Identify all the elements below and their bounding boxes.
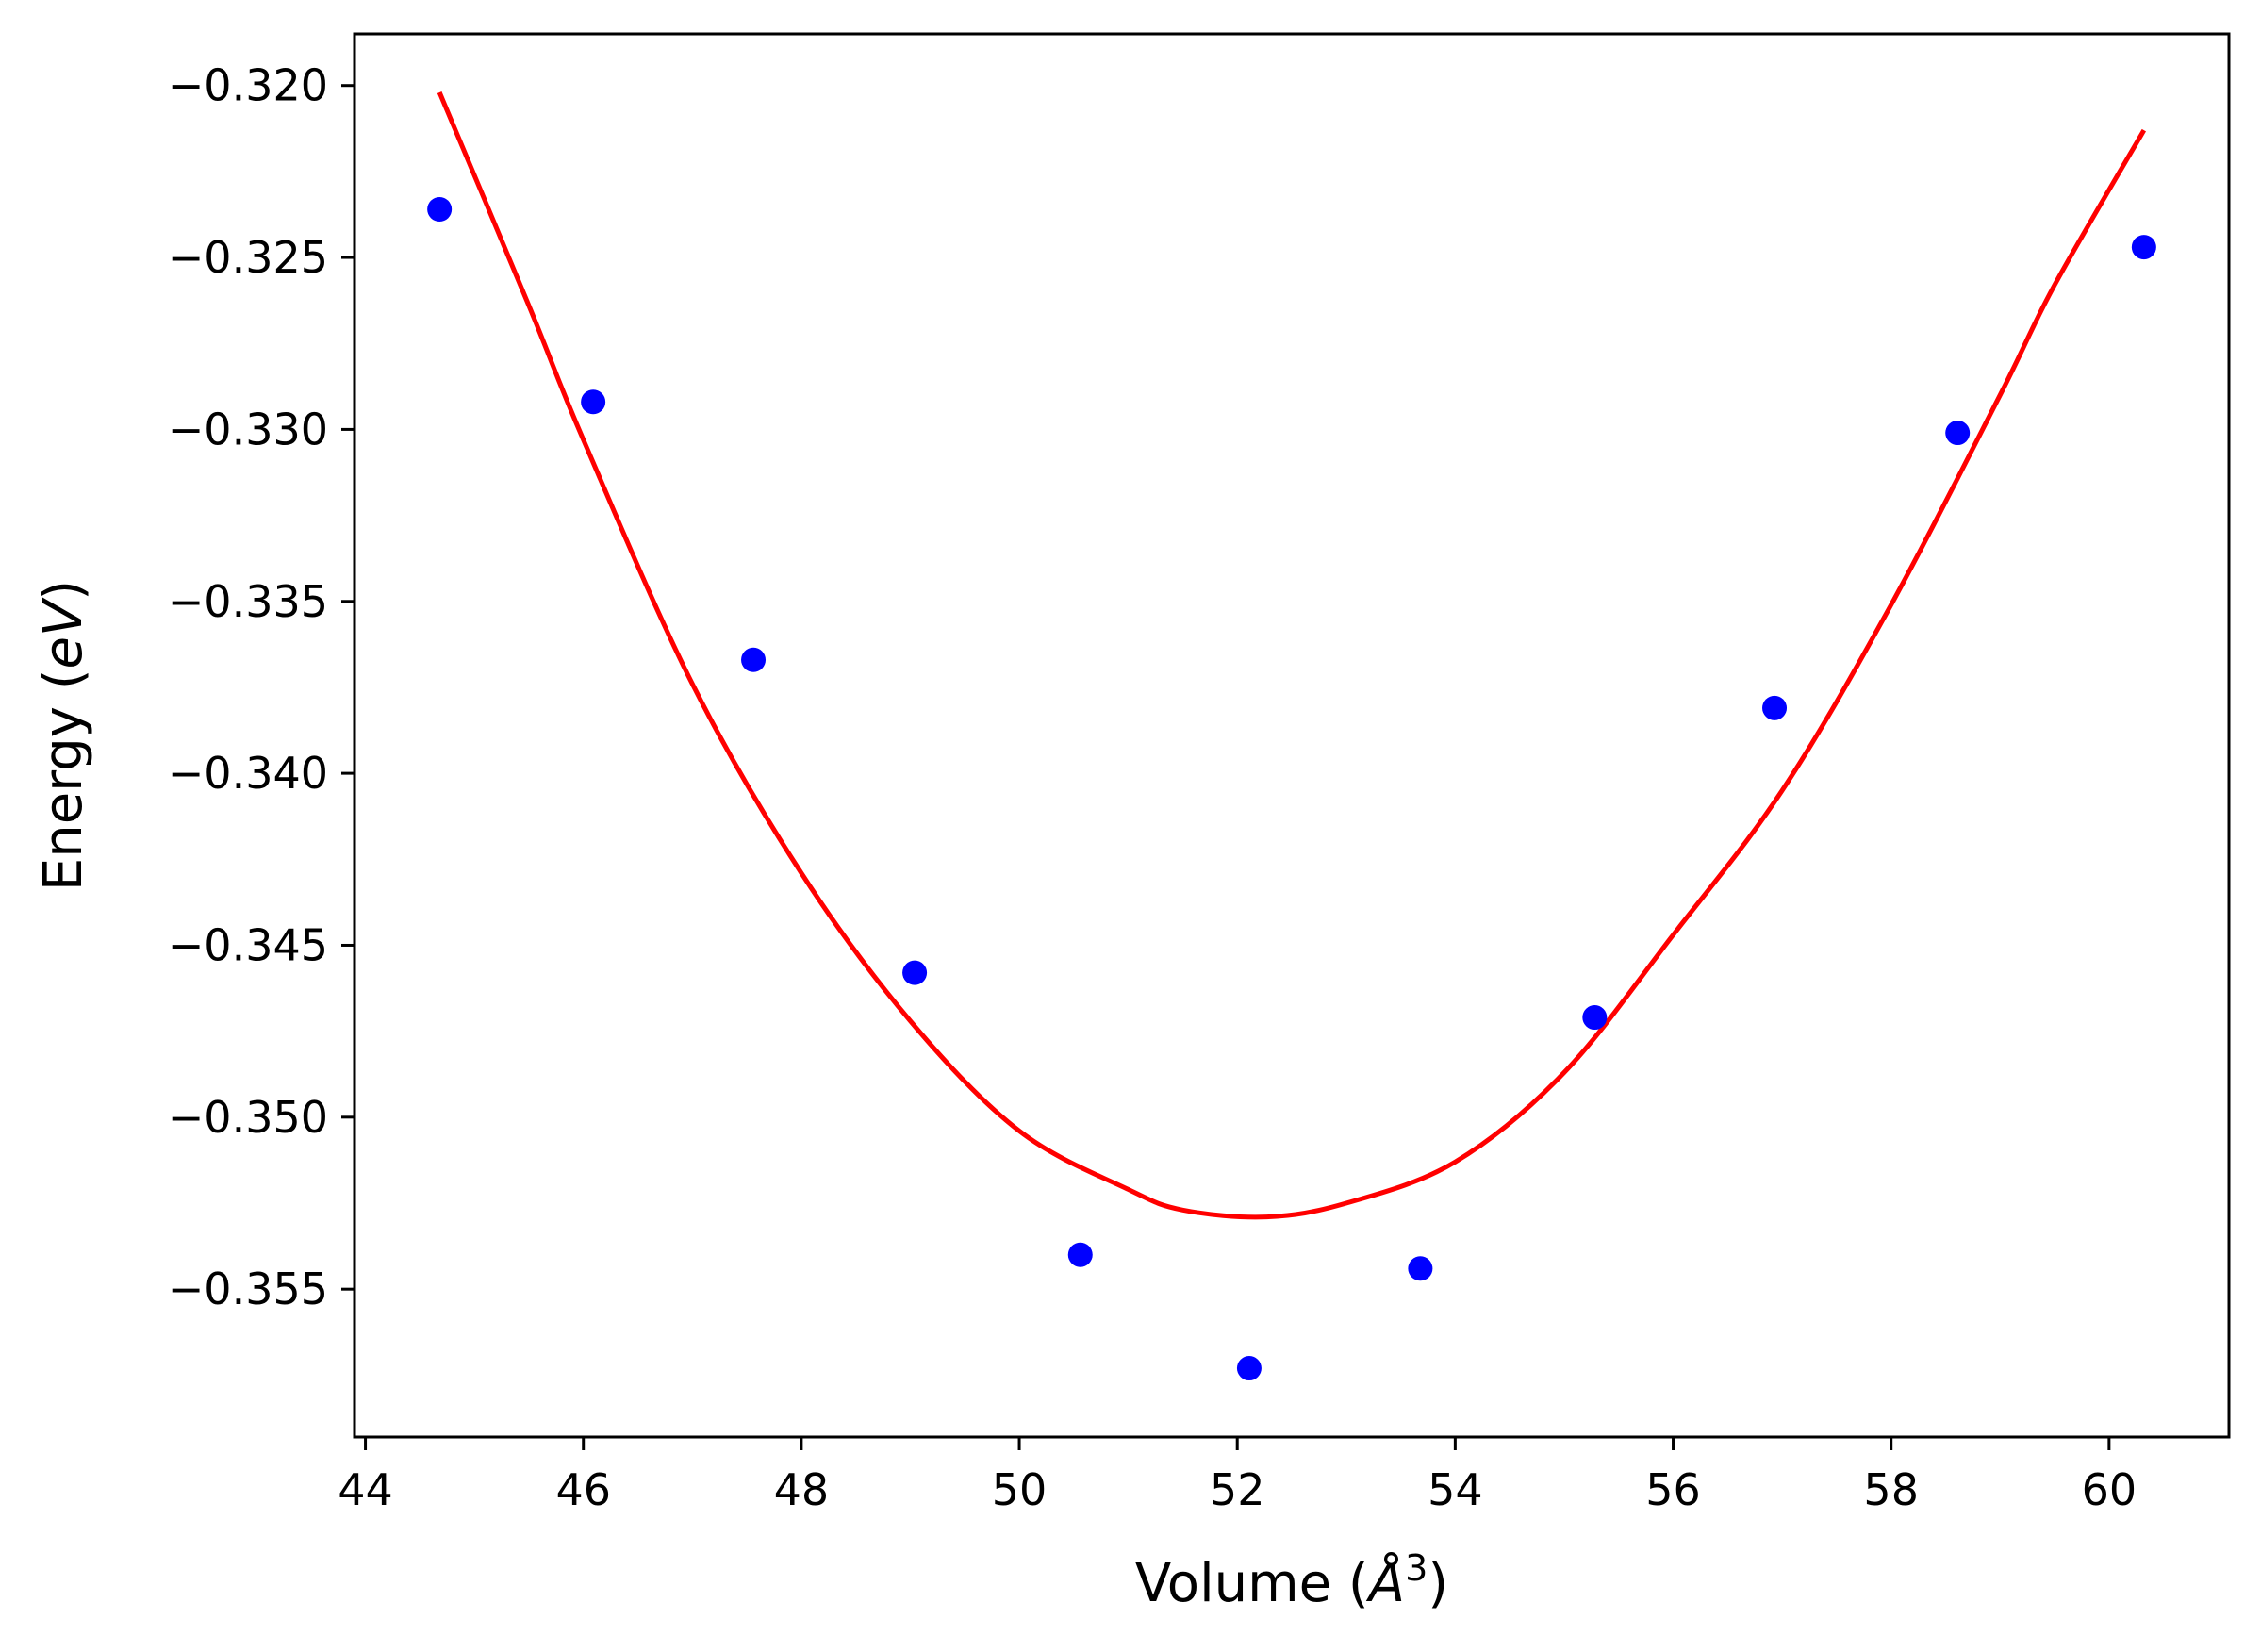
data-point: [581, 389, 606, 415]
x-tick-label: 48: [774, 1464, 830, 1515]
data-point: [1582, 1005, 1608, 1031]
plot-marks: [427, 91, 2156, 1381]
x-tick-label: 54: [1428, 1464, 1483, 1515]
x-tick-label: 50: [992, 1464, 1048, 1515]
data-point: [1408, 1256, 1433, 1281]
x-axis-label-superscript: 3: [1405, 1547, 1428, 1589]
y-tick-label: −0.340: [168, 748, 328, 799]
y-axis-label: Energy (eV): [33, 580, 94, 891]
y-tick-label: −0.325: [168, 232, 328, 283]
x-axis-label-prefix: Volume (: [1135, 1553, 1369, 1614]
plot-frame: [353, 32, 2231, 1439]
y-axis-label-suffix: ): [33, 580, 94, 601]
x-tick-label: 46: [555, 1464, 611, 1515]
x-axis-ticks: 44 46 48 50 52 54 56 58 60: [338, 1437, 2137, 1515]
y-tick-label: −0.330: [168, 404, 328, 454]
x-tick-label: 56: [1645, 1464, 1701, 1515]
data-point: [1236, 1356, 1262, 1381]
data-point: [2131, 235, 2156, 260]
y-axis-ticks: −0.320 −0.325 −0.330 −0.335 −0.340 −0.345 −0.3…: [168, 60, 355, 1314]
x-tick-label: 60: [2082, 1464, 2137, 1515]
y-tick-label: −0.320: [168, 60, 328, 111]
y-tick-label: −0.350: [168, 1092, 328, 1143]
x-axis-label-suffix: ): [1428, 1553, 1448, 1614]
data-point: [427, 197, 453, 222]
data-point: [1762, 695, 1788, 720]
fit-curve-line: [437, 91, 2147, 1220]
y-axis-label-unit: eV: [33, 597, 94, 669]
x-axis-label-symbol: Å: [1366, 1552, 1405, 1614]
y-tick-label: −0.335: [168, 576, 328, 627]
x-axis-label: Volume (Å3): [1135, 1547, 1448, 1614]
x-tick-label: 58: [1863, 1464, 1919, 1515]
data-point: [741, 647, 767, 672]
y-tick-label: −0.355: [168, 1264, 328, 1314]
data-point: [1067, 1242, 1093, 1267]
data-point: [1945, 421, 1971, 446]
y-axis-label-prefix: Energy (: [33, 669, 94, 891]
y-tick-label: −0.345: [168, 919, 328, 970]
data-point: [902, 960, 928, 985]
x-tick-label: 44: [338, 1464, 393, 1515]
x-tick-label: 52: [1210, 1464, 1265, 1515]
